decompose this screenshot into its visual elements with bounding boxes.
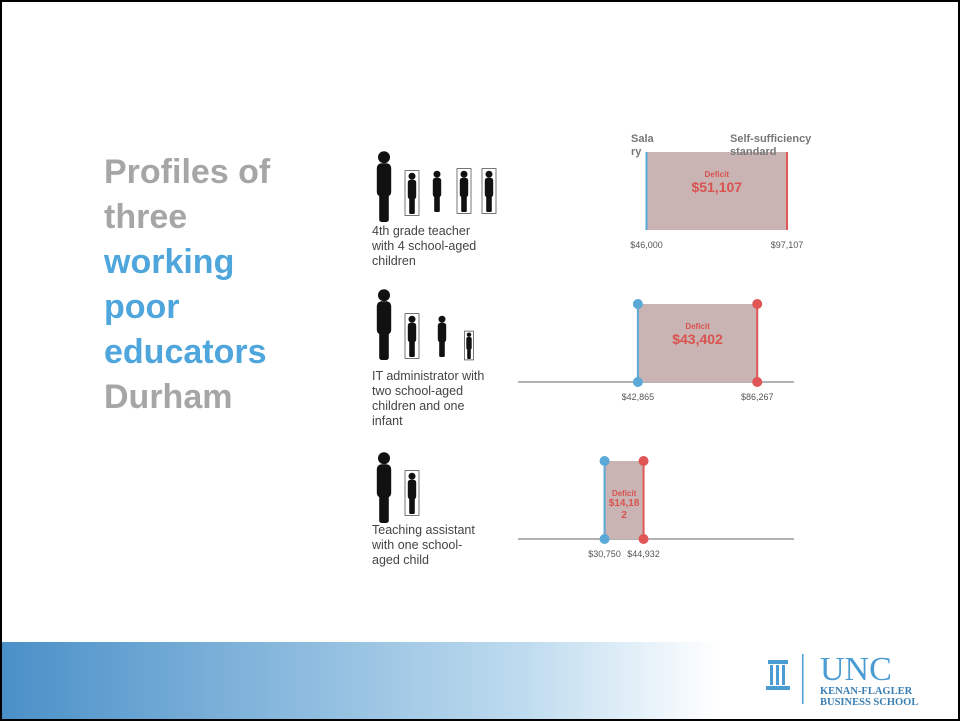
silhouette — [405, 471, 419, 516]
title-line: three — [104, 195, 270, 240]
deficit-title: Deficit — [672, 322, 724, 331]
head — [409, 316, 416, 323]
profile-caption: IT administrator with two school-aged ch… — [372, 369, 487, 429]
silhouette — [405, 314, 419, 359]
body — [377, 163, 391, 197]
title-line: Durham — [104, 375, 270, 420]
legs — [409, 197, 415, 214]
logo-line: KENAN-FLAGLER — [820, 686, 918, 697]
legs — [467, 348, 471, 359]
body — [438, 323, 446, 343]
footer-band — [2, 642, 958, 719]
deficit-value: $43,402 — [672, 331, 724, 347]
title-line: working — [104, 240, 270, 285]
marker — [752, 299, 762, 309]
deficit-title: Deficit — [691, 170, 743, 179]
marker — [639, 534, 649, 544]
silhouette — [465, 331, 474, 360]
silhouette — [457, 169, 471, 214]
title-line: poor — [104, 285, 270, 330]
silhouette — [482, 169, 496, 214]
profile-caption: 4th grade teacher with 4 school-aged chi… — [372, 224, 487, 269]
deficit-value: $14,182 — [608, 498, 641, 522]
marker — [600, 456, 610, 466]
deficit-label: Deficit$14,182 — [608, 489, 641, 522]
head — [486, 171, 493, 178]
deficit-label: Deficit$51,107 — [691, 170, 743, 195]
body — [433, 178, 441, 198]
head — [378, 452, 390, 464]
marker — [600, 534, 610, 544]
legs — [409, 340, 415, 357]
silhouette — [377, 151, 391, 222]
slide: Profiles ofthreeworkingpooreducatorsDurh… — [0, 0, 960, 721]
salary-header: Salary — [631, 133, 657, 159]
legs — [439, 340, 445, 357]
standard-header: Self-sufficiency standard — [730, 133, 825, 159]
title-line: Profiles of — [104, 150, 270, 195]
salary-label: $42,865 — [622, 392, 655, 402]
legs — [379, 331, 389, 360]
silhouette — [433, 171, 441, 212]
head — [434, 171, 441, 178]
title-line: educators — [104, 330, 270, 375]
body — [408, 480, 416, 500]
deficit-label: Deficit$43,402 — [672, 322, 724, 347]
legs — [486, 195, 492, 212]
standard-label: $86,267 — [741, 392, 774, 402]
profile-caption: Teaching assistant with one school-aged … — [372, 523, 487, 568]
body — [466, 337, 471, 350]
body — [377, 464, 391, 498]
legs — [461, 195, 467, 212]
silhouette — [377, 289, 391, 360]
standard-label: $44,932 — [627, 549, 660, 559]
silhouette — [405, 171, 419, 216]
standard-label: $97,107 — [771, 240, 804, 250]
head — [439, 316, 446, 323]
head — [409, 473, 416, 480]
deficit-value: $51,107 — [691, 179, 743, 195]
body — [485, 178, 493, 198]
body — [408, 323, 416, 343]
body — [460, 178, 468, 198]
marker — [752, 377, 762, 387]
silhouette — [438, 316, 446, 357]
logo-name: UNC — [820, 654, 918, 686]
marker — [639, 456, 649, 466]
head — [378, 151, 390, 163]
marker — [633, 377, 643, 387]
marker — [633, 299, 643, 309]
body — [377, 301, 391, 335]
legs — [434, 195, 440, 212]
deficit-title: Deficit — [608, 489, 641, 498]
head — [378, 289, 390, 301]
logo-line: BUSINESS SCHOOL — [820, 697, 918, 708]
salary-label: $30,750 — [588, 549, 621, 559]
head — [467, 332, 472, 337]
legs — [409, 497, 415, 514]
silhouette — [377, 452, 391, 523]
head — [461, 171, 468, 178]
body — [408, 180, 416, 200]
legs — [379, 494, 389, 523]
salary-label: $46,000 — [630, 240, 663, 250]
head — [409, 173, 416, 180]
logo: UNC KENAN-FLAGLER BUSINESS SCHOOL — [820, 654, 918, 708]
legs — [379, 193, 389, 222]
